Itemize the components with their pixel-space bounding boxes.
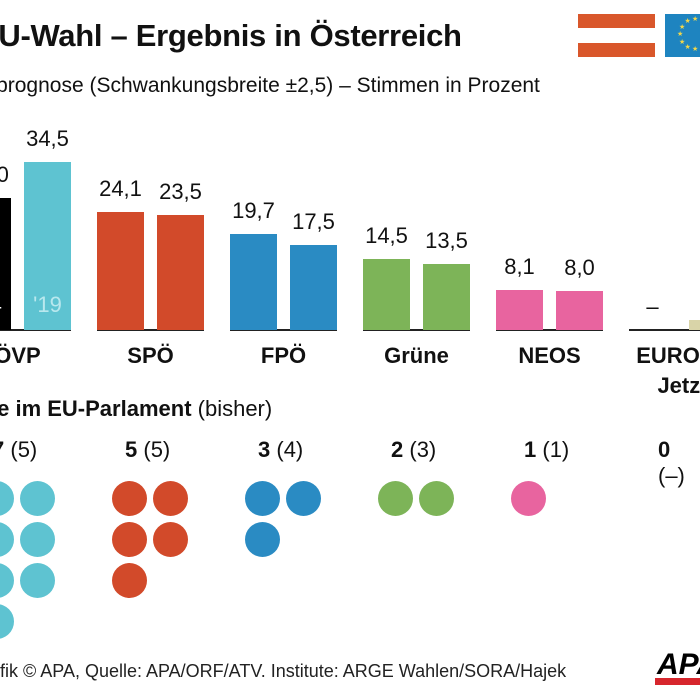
bar-neos-1 — [556, 290, 603, 330]
seat-dot — [286, 481, 321, 516]
bar-fpö-0 — [230, 233, 277, 330]
seat-dot — [245, 481, 280, 516]
seat-dot — [20, 563, 55, 598]
party-label: Grüne — [384, 343, 449, 368]
seat-dot — [20, 522, 55, 557]
year-label: '14 — [0, 292, 11, 318]
party-label: NEOS — [518, 343, 581, 368]
value-label: 17,5 — [292, 208, 335, 234]
seat-dot — [0, 522, 14, 557]
seat-dot — [245, 522, 280, 557]
bar-grüne-0 — [363, 259, 410, 330]
value-label: 2 — [683, 284, 700, 310]
value-label: 27,0 — [0, 162, 9, 188]
eu-star-icon: ★ — [685, 17, 691, 25]
seat-dot — [0, 481, 14, 516]
year-label: '19 — [33, 292, 62, 317]
seat-dot — [112, 481, 147, 516]
eu-star-icon: ★ — [679, 38, 685, 46]
party-label: FPÖ — [260, 343, 307, 368]
seat-dot — [20, 481, 55, 516]
baseline — [230, 329, 337, 331]
value-label: 13,5 — [425, 228, 468, 254]
seat-dot — [153, 481, 188, 516]
eu-star-icon: ★ — [692, 15, 698, 23]
seat-count: 3 (4) — [258, 437, 304, 462]
party-label: EUROPAJetzt — [636, 343, 700, 398]
seat-dot — [511, 481, 546, 516]
baseline — [97, 329, 204, 331]
bar-europa-jetzt-1 — [689, 320, 700, 330]
seat-dot — [153, 522, 188, 557]
seat-count: 0 (–) — [658, 437, 685, 488]
bar-övp-1 — [24, 161, 71, 330]
bar-spö-0 — [97, 212, 144, 330]
value-label: 34,5 — [26, 125, 69, 151]
eu-flag-icon: ★★★★★★★★★★★★ — [665, 14, 700, 57]
bar-fpö-1 — [290, 244, 337, 330]
seat-count: 5 (5) — [125, 437, 171, 462]
bar-grüne-1 — [423, 264, 470, 330]
eu-star-icon: ★ — [679, 18, 691, 31]
chart-title: EU-Wahl – Ergebnis in Österreich — [0, 18, 462, 53]
value-label: 8,0 — [564, 254, 595, 280]
value-label: 8,1 — [504, 254, 535, 280]
bar-övp-0 — [0, 198, 11, 330]
seat-dot — [0, 604, 14, 639]
austria-flag-icon — [578, 14, 655, 57]
eu-star-icon: ★ — [677, 23, 686, 38]
value-label: 24,1 — [99, 176, 142, 202]
seat-count: 7 (5) — [0, 437, 38, 462]
value-label: – — [646, 294, 659, 319]
party-label: SPÖ — [127, 343, 174, 368]
seat-dot — [0, 563, 14, 598]
party-label: ÖVP — [0, 343, 41, 368]
seat-dot — [112, 563, 147, 598]
eu-star-icon: ★ — [679, 38, 691, 51]
bar-spö-1 — [157, 215, 204, 330]
seat-dot — [419, 481, 454, 516]
bar-neos-0 — [496, 290, 543, 330]
value-label: 23,5 — [159, 179, 202, 205]
seat-count: 1 (1) — [524, 437, 570, 462]
baseline — [363, 329, 470, 331]
seat-count: 2 (3) — [391, 437, 437, 462]
value-label: 14,5 — [365, 223, 408, 249]
seats-title-note: (bisher) — [197, 396, 273, 421]
source-credit: Grafik © APA, Quelle: APA/ORF/ATV. Insti… — [0, 661, 567, 681]
seats-title: Sitze im EU-Parlament (bisher) — [0, 396, 272, 422]
seat-dot — [378, 481, 413, 516]
seats-title-bold: Sitze im EU-Parlament — [0, 396, 192, 421]
seat-dot — [112, 522, 147, 557]
baseline — [0, 329, 71, 331]
baseline — [496, 329, 603, 331]
chart-subtitle: Trendprognose (Schwankungsbreite ±2,5) –… — [0, 74, 540, 97]
apa-logo: APA — [655, 648, 700, 690]
baseline — [629, 329, 700, 331]
eu-star-icon: ★ — [692, 45, 698, 53]
value-label: 19,7 — [232, 197, 275, 223]
